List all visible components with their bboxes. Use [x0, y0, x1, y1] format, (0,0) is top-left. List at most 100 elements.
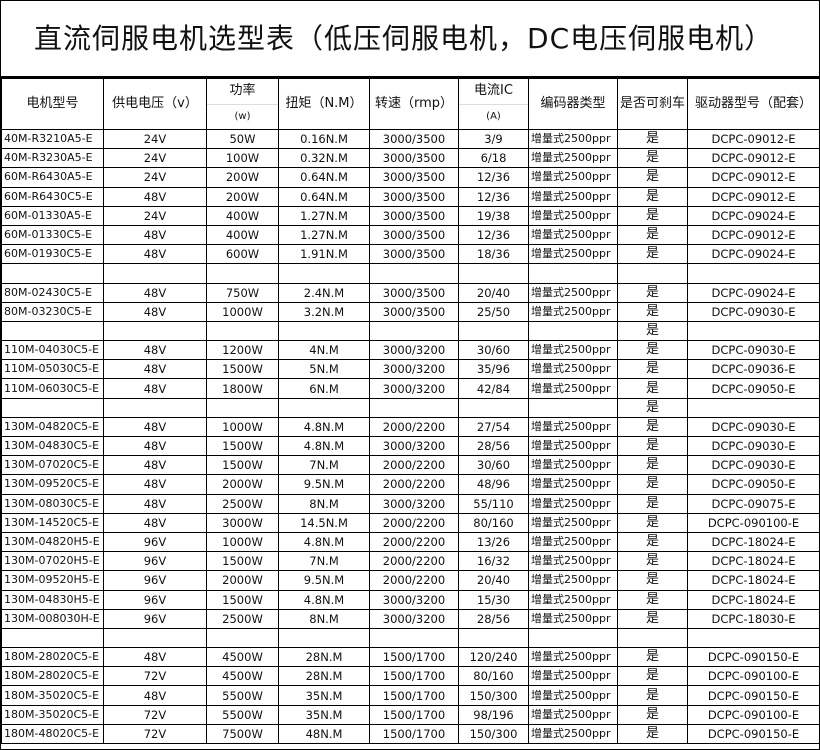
header-model: 电机型号	[1, 78, 104, 130]
cell-torque: 4.8N.M	[278, 531, 370, 553]
page-title: 直流伺服电机选型表（低压伺服电机，DC电压伺服电机）	[1, 1, 819, 78]
cell-encoder: 增量式2500ppr	[528, 608, 618, 629]
table-row: 130M-04820C5-E 48V 1000W 4.8N.M 2000/2200 27/…	[1, 416, 820, 438]
cell-speed: 3000/3200	[369, 340, 459, 361]
cell-current: 120/240	[458, 647, 529, 668]
table-row: 130M-08030C5-E 48V 2500W 8N.M 3000/3200 55/11…	[1, 493, 820, 514]
cell-voltage: 48V	[103, 416, 207, 438]
table-row: 130M-04830H5-E 96V 1500W 4.8N.M 3000/3200 15/…	[1, 589, 820, 610]
header-encoder: 编码器类型	[528, 78, 618, 130]
cell-torque: 14.5N.M	[278, 512, 370, 533]
cell-model: 130M-04830H5-E	[1, 589, 104, 610]
cell-voltage: 24V	[103, 205, 207, 226]
cell-current	[458, 397, 529, 418]
cell-brake: 是	[617, 320, 688, 342]
cell-current: 15/30	[458, 589, 529, 610]
table-row: 60M-01330C5-E 48V 400W 1.27N.M 3000/3500 12/3…	[1, 224, 820, 246]
cell-torque: 7N.M	[278, 551, 370, 572]
cell-current: 35/96	[458, 359, 529, 380]
table-row: 40M-R3210A5-E 24V 50W 0.16N.M 3000/3500 3/9 增量…	[1, 128, 820, 150]
cell-driver: DCPC-09075-E	[687, 493, 820, 514]
cell-brake: 是	[617, 570, 688, 591]
cell-voltage: 72V	[103, 723, 207, 745]
cell-torque	[278, 397, 370, 418]
cell-current: 19/38	[458, 205, 529, 226]
cell-torque: 9.5N.M	[278, 570, 370, 591]
header-voltage: 供电电压（v）	[103, 78, 207, 130]
cell-voltage: 48V	[103, 244, 207, 265]
cell-speed: 3000/3500	[369, 148, 459, 169]
cell-torque: 28N.M	[278, 666, 370, 687]
cell-speed	[369, 627, 459, 649]
cell-brake: 是	[617, 493, 688, 514]
cell-voltage	[103, 263, 207, 284]
cell-current	[458, 320, 529, 342]
cell-current	[458, 627, 529, 649]
cell-brake: 是	[617, 474, 688, 495]
cell-driver: DCPC-09030-E	[687, 435, 820, 457]
table-row: 130M-14520C5-E 48V 3000W 14.5N.M 2000/2200 80…	[1, 512, 820, 533]
cell-encoder: 增量式2500ppr	[528, 282, 618, 303]
cell-current: 150/300	[458, 723, 529, 745]
cell-power: 1000W	[206, 416, 279, 438]
cell-brake: 是	[617, 359, 688, 380]
cell-voltage: 72V	[103, 666, 207, 687]
cell-voltage: 48V	[103, 340, 207, 361]
cell-power	[206, 263, 279, 284]
cell-driver: DCPC-18024-E	[687, 531, 820, 553]
header-brake: 是否可刹车	[617, 78, 688, 130]
cell-driver: DCPC-090100-E	[687, 666, 820, 687]
cell-model: 60M-01330C5-E	[1, 224, 104, 246]
header-torque: 扭矩（N.M）	[278, 78, 370, 130]
cell-voltage	[103, 320, 207, 342]
cell-power: 2000W	[206, 474, 279, 495]
blank-row: 是	[1, 397, 820, 418]
cell-voltage: 96V	[103, 570, 207, 591]
header-driver: 驱动器型号（配套）	[687, 78, 820, 130]
cell-voltage: 48V	[103, 282, 207, 303]
table-row: 180M-35020C5-E 48V 5500W 35N.M 1500/1700 150/…	[1, 685, 820, 706]
cell-torque: 2.4N.M	[278, 282, 370, 303]
cell-encoder	[528, 627, 618, 649]
blank-row	[1, 263, 820, 284]
cell-power: 50W	[206, 128, 279, 150]
cell-encoder: 增量式2500ppr	[528, 378, 618, 399]
cell-torque	[278, 627, 370, 649]
table-row: 80M-02430C5-E 48V 750W 2.4N.M 3000/3500 20/40…	[1, 282, 820, 303]
cell-torque: 1.27N.M	[278, 224, 370, 246]
cell-speed: 2000/2200	[369, 512, 459, 533]
cell-encoder: 增量式2500ppr	[528, 205, 618, 226]
cell-model	[1, 263, 104, 284]
cell-speed: 1500/1700	[369, 723, 459, 745]
cell-current: 28/56	[458, 435, 529, 457]
cell-model: 60M-R6430C5-E	[1, 186, 104, 207]
header-power: 功率 (w)	[206, 78, 279, 130]
cell-power: 1500W	[206, 359, 279, 380]
table-row: 60M-01930C5-E 48V 600W 1.91N.M 3000/3500 18/3…	[1, 244, 820, 265]
cell-brake: 是	[617, 167, 688, 188]
cell-current: 12/36	[458, 167, 529, 188]
cell-voltage: 72V	[103, 704, 207, 725]
cell-encoder: 增量式2500ppr	[528, 685, 618, 706]
cell-torque: 1.91N.M	[278, 244, 370, 265]
cell-torque: 0.32N.M	[278, 148, 370, 169]
cell-encoder: 增量式2500ppr	[528, 474, 618, 495]
cell-torque: 48N.M	[278, 723, 370, 745]
cell-power: 1500W	[206, 589, 279, 610]
cell-voltage: 48V	[103, 493, 207, 514]
cell-driver: DCPC-090100-E	[687, 704, 820, 725]
cell-speed: 3000/3200	[369, 493, 459, 514]
header-current-unit: (A)	[486, 110, 501, 122]
cell-encoder: 增量式2500ppr	[528, 647, 618, 668]
cell-model: 180M-48020C5-E	[1, 723, 104, 745]
cell-power: 1500W	[206, 435, 279, 457]
cell-driver: DCPC-18024-E	[687, 570, 820, 591]
cell-power: 400W	[206, 224, 279, 246]
cell-voltage: 24V	[103, 128, 207, 150]
cell-brake: 是	[617, 282, 688, 303]
cell-voltage	[103, 627, 207, 649]
cell-current: 80/160	[458, 666, 529, 687]
cell-current: 150/300	[458, 685, 529, 706]
cell-model: 130M-14520C5-E	[1, 512, 104, 533]
cell-brake: 是	[617, 186, 688, 207]
